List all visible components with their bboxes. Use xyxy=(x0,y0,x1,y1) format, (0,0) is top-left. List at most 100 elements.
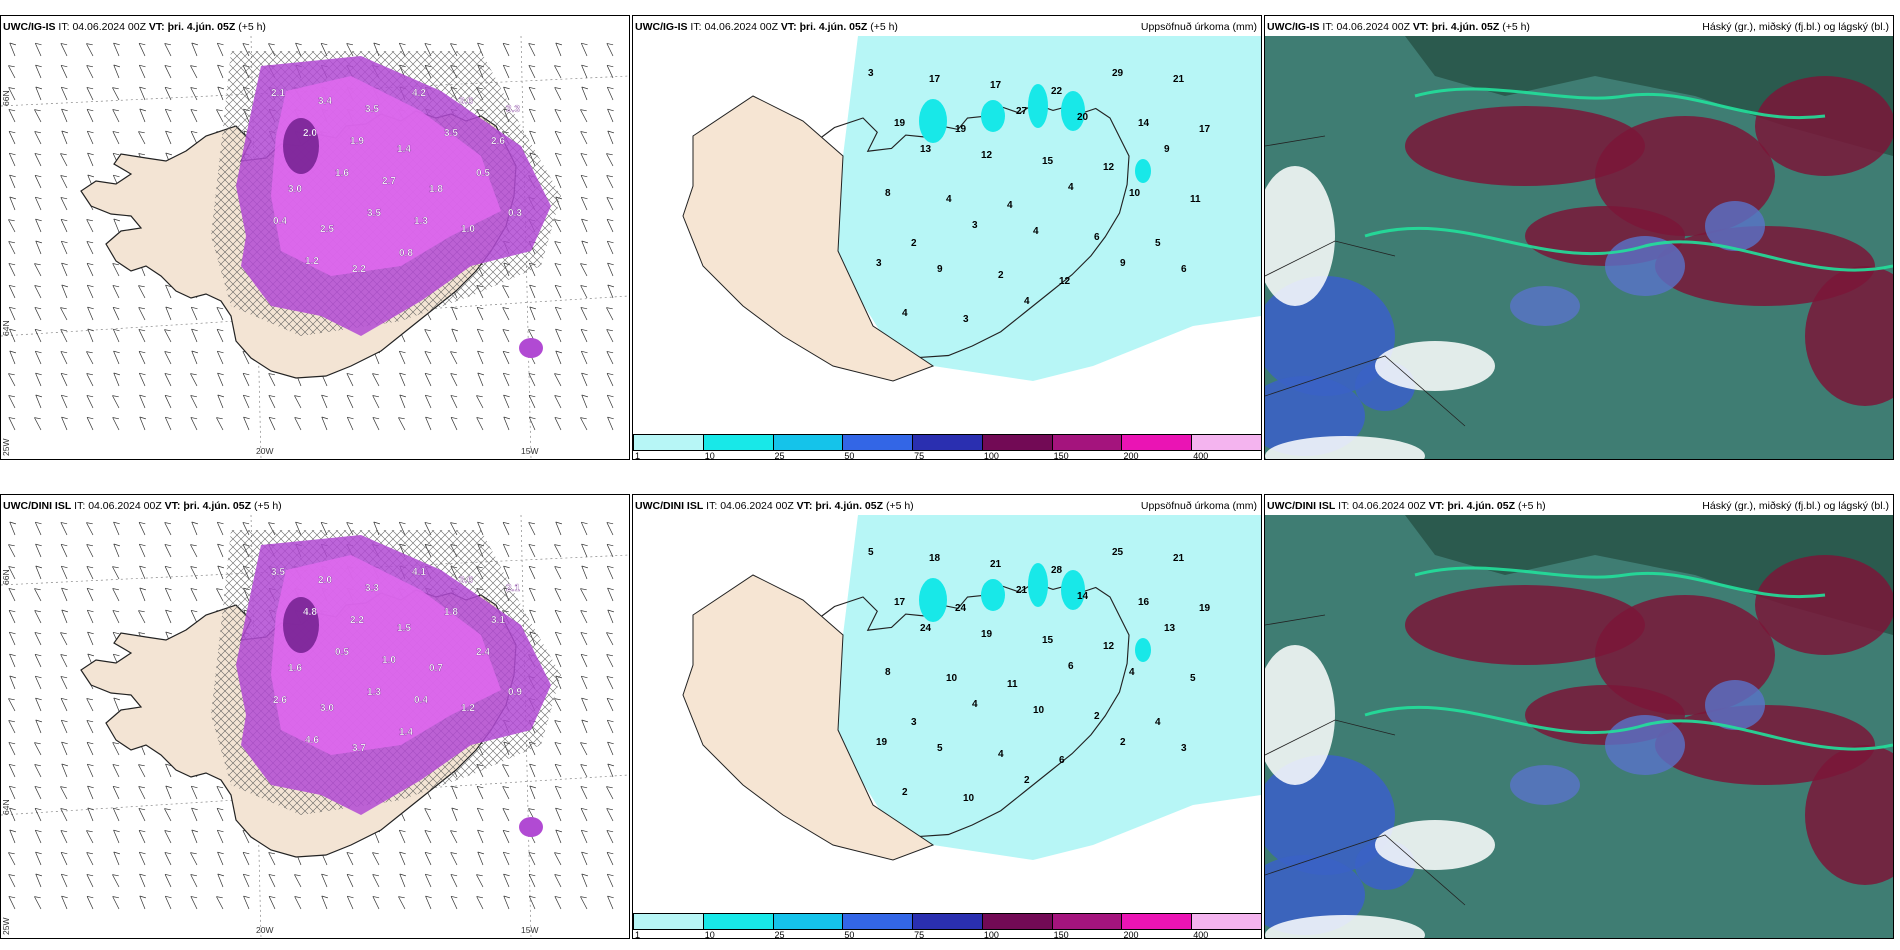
precip-map-panel-top: UWC/IG-IS IT: 04.06.2024 00Z VT: þri. 4.… xyxy=(632,15,1262,460)
wind-barb-icon xyxy=(528,65,536,79)
precip-amount-label: 20 xyxy=(1077,112,1089,123)
wind-barb-icon xyxy=(34,521,42,536)
precip-value-label: 2.7 xyxy=(382,176,396,187)
wind-barb-icon xyxy=(86,741,94,756)
wind-barb-icon xyxy=(165,609,172,624)
wind-barb-icon xyxy=(60,830,68,844)
mid-cloud-area xyxy=(1510,286,1580,326)
lead-time: (+5 h) xyxy=(238,21,266,33)
wind-barb-icon xyxy=(190,395,198,409)
wind-barb-icon xyxy=(60,543,68,558)
wind-barb-icon xyxy=(502,829,510,844)
run-time: 04.06.2024 00Z xyxy=(72,21,146,33)
wind-barb-icon xyxy=(606,329,614,343)
precip-amount-label: 13 xyxy=(1164,623,1176,634)
wind-barb-icon xyxy=(476,874,484,888)
cloud-edge-line xyxy=(1414,87,1826,120)
precip-value-label: 3.5 xyxy=(367,208,381,219)
model-name: UWC/IG-IS xyxy=(1267,21,1320,33)
wind-barb-icon xyxy=(191,521,198,536)
precip-map: 5 18 21 28 25 21 17 24 21 14 16 19 24 19 15 12 13 8 10 11 6 4… xyxy=(633,515,1261,912)
wind-barb-icon xyxy=(268,852,276,866)
wind-barb-icon xyxy=(164,329,172,343)
wind-barb-icon xyxy=(191,350,198,365)
mid-cloud-area xyxy=(1265,855,1365,935)
precip-value-label: 1.5 xyxy=(397,623,411,634)
wind-barb-icon xyxy=(191,328,198,343)
wind-barb-icon xyxy=(528,43,536,57)
wind-barb-icon xyxy=(554,785,562,800)
wind-barb-icon xyxy=(606,153,614,167)
precip-amount-label: 14 xyxy=(1077,591,1089,602)
wind-barb-icon xyxy=(554,65,562,79)
precip-amount-label: 4 xyxy=(972,699,978,710)
wind-barb-icon xyxy=(60,873,68,888)
wind-barb-icon xyxy=(9,196,16,211)
wind-barb-icon xyxy=(216,350,224,365)
wind-barb-icon xyxy=(190,785,198,800)
wind-barb-icon xyxy=(528,587,536,602)
wind-barb-icon xyxy=(216,786,224,800)
wind-map: 2.1 3.4 3.5 4.2 3.6 3.3 2.0 1.9 1.4 3.5 2.6 3.0 1.6 2… xyxy=(1,36,629,459)
precip-value-label: 1.2 xyxy=(461,703,475,714)
wind-barb-icon xyxy=(87,152,94,167)
wind-barb-icon xyxy=(529,763,536,778)
cloud-map xyxy=(1265,36,1893,459)
wind-barb-icon xyxy=(34,829,42,844)
wind-barb-icon xyxy=(8,742,16,756)
wind-barb-icon xyxy=(35,873,42,888)
wind-barb-icon xyxy=(398,417,406,431)
precip-value-label: 1.6 xyxy=(335,168,349,179)
wind-barb-icon xyxy=(60,632,68,646)
precip-amount-label: 17 xyxy=(929,74,941,85)
legend-swatch xyxy=(772,913,844,930)
wind-barb-icon xyxy=(190,65,198,79)
wind-barb-icon xyxy=(451,306,458,321)
wind-barb-icon xyxy=(138,764,146,778)
wind-barb-icon xyxy=(424,830,432,844)
wind-barb-icon xyxy=(607,609,614,624)
wind-barb-icon xyxy=(502,307,510,321)
wind-barb-icon xyxy=(138,307,146,321)
wind-barb-icon xyxy=(607,763,614,778)
wind-barb-icon xyxy=(86,874,94,888)
high-cloud-area xyxy=(1655,226,1875,306)
wind-barb-icon xyxy=(112,263,120,277)
wind-barb-icon xyxy=(217,851,224,866)
high-cloud-area xyxy=(1805,745,1893,885)
legend-swatch xyxy=(842,913,914,930)
wind-barb-icon xyxy=(606,873,614,888)
wind-barb-icon xyxy=(8,219,16,233)
wind-barb-icon xyxy=(60,719,68,734)
wind-barb-icon xyxy=(9,328,16,343)
wind-barb-icon xyxy=(60,307,68,321)
precip-value-label: 4.2 xyxy=(412,88,426,99)
wind-barb-icon xyxy=(138,829,146,844)
wind-barb-icon xyxy=(86,351,94,365)
wind-barb-icon xyxy=(477,372,484,387)
wind-barb-icon xyxy=(216,807,224,822)
legend-tick: 75 xyxy=(914,451,925,460)
wind-barb-icon xyxy=(34,653,42,668)
wind-barb-icon xyxy=(242,873,250,888)
wind-barb-icon xyxy=(61,262,68,277)
wind-barb-icon xyxy=(217,394,224,409)
wind-barb-icon xyxy=(294,395,302,409)
precip-amount-label: 5 xyxy=(868,547,874,558)
axis-label: 66N xyxy=(1,569,11,585)
wind-barb-icon xyxy=(529,284,536,299)
coastline xyxy=(1265,135,1466,427)
wind-barb-icon xyxy=(216,328,224,343)
precip-amount-label: 3 xyxy=(1181,743,1187,754)
wind-barb-icon xyxy=(138,543,146,558)
mid-cloud-area xyxy=(1265,376,1365,456)
precip-amount-label: 9 xyxy=(1120,258,1126,269)
wind-barb-icon xyxy=(554,874,562,888)
wind-barb-icon xyxy=(190,609,198,624)
wind-barb-icon xyxy=(476,328,484,343)
precip-amount-label: 4 xyxy=(1155,717,1161,728)
precip-value-label: 3.0 xyxy=(288,184,302,195)
wind-barb-icon xyxy=(502,329,510,343)
legend-tick: 400 xyxy=(1193,451,1209,460)
wind-barb-icon xyxy=(554,698,562,712)
